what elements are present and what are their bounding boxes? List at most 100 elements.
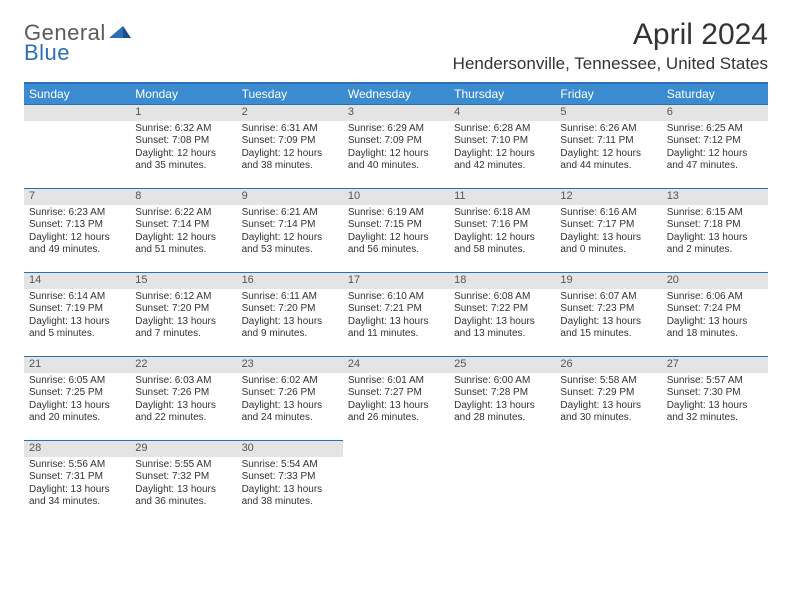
calendar-row: 7Sunrise: 6:23 AMSunset: 7:13 PMDaylight… xyxy=(24,189,768,273)
day-line: and 58 minutes. xyxy=(454,244,550,257)
day-line: Sunrise: 6:23 AM xyxy=(29,207,125,220)
day-content: Sunrise: 6:12 AMSunset: 7:20 PMDaylight:… xyxy=(130,289,236,344)
day-line: and 53 minutes. xyxy=(242,244,338,257)
day-line: Sunrise: 6:18 AM xyxy=(454,207,550,220)
day-line: Daylight: 13 hours xyxy=(242,316,338,329)
day-content: Sunrise: 5:54 AMSunset: 7:33 PMDaylight:… xyxy=(237,457,343,512)
calendar-cell: 6Sunrise: 6:25 AMSunset: 7:12 PMDaylight… xyxy=(662,105,768,189)
day-line: Sunset: 7:08 PM xyxy=(135,135,231,148)
day-line: Daylight: 12 hours xyxy=(135,148,231,161)
day-number: 7 xyxy=(24,189,130,205)
day-line: Sunset: 7:30 PM xyxy=(667,387,763,400)
day-content: Sunrise: 6:11 AMSunset: 7:20 PMDaylight:… xyxy=(237,289,343,344)
day-line: and 18 minutes. xyxy=(667,328,763,341)
day-line: Sunrise: 6:19 AM xyxy=(348,207,444,220)
day-line: Sunrise: 6:29 AM xyxy=(348,123,444,136)
calendar-cell: 2Sunrise: 6:31 AMSunset: 7:09 PMDaylight… xyxy=(237,105,343,189)
day-line: Daylight: 13 hours xyxy=(560,316,656,329)
day-content: Sunrise: 6:22 AMSunset: 7:14 PMDaylight:… xyxy=(130,205,236,260)
calendar-row: 14Sunrise: 6:14 AMSunset: 7:19 PMDayligh… xyxy=(24,273,768,357)
day-line: Daylight: 13 hours xyxy=(348,316,444,329)
day-number: 30 xyxy=(237,441,343,457)
day-line: Sunset: 7:16 PM xyxy=(454,219,550,232)
day-number: 2 xyxy=(237,105,343,121)
day-line: Daylight: 12 hours xyxy=(29,232,125,245)
day-number: 11 xyxy=(449,189,555,205)
day-content: Sunrise: 6:21 AMSunset: 7:14 PMDaylight:… xyxy=(237,205,343,260)
day-line: and 38 minutes. xyxy=(242,496,338,509)
day-number: 1 xyxy=(130,105,236,121)
day-line: Daylight: 13 hours xyxy=(242,400,338,413)
day-line: Sunset: 7:18 PM xyxy=(667,219,763,232)
day-content: Sunrise: 6:25 AMSunset: 7:12 PMDaylight:… xyxy=(662,121,768,176)
day-line: Sunset: 7:09 PM xyxy=(348,135,444,148)
day-line: Sunrise: 6:16 AM xyxy=(560,207,656,220)
day-content: Sunrise: 6:16 AMSunset: 7:17 PMDaylight:… xyxy=(555,205,661,260)
day-line: Sunrise: 6:06 AM xyxy=(667,291,763,304)
day-line: Daylight: 13 hours xyxy=(242,484,338,497)
day-line: Daylight: 13 hours xyxy=(29,316,125,329)
day-content: Sunrise: 5:56 AMSunset: 7:31 PMDaylight:… xyxy=(24,457,130,512)
day-line: Sunset: 7:21 PM xyxy=(348,303,444,316)
day-line: Sunset: 7:23 PM xyxy=(560,303,656,316)
calendar-cell: 11Sunrise: 6:18 AMSunset: 7:16 PMDayligh… xyxy=(449,189,555,273)
day-line: and 15 minutes. xyxy=(560,328,656,341)
weekday-header-row: Sunday Monday Tuesday Wednesday Thursday… xyxy=(24,83,768,105)
day-line: Daylight: 13 hours xyxy=(667,232,763,245)
day-line: Sunrise: 6:11 AM xyxy=(242,291,338,304)
day-line: Sunrise: 6:26 AM xyxy=(560,123,656,136)
day-content: Sunrise: 6:08 AMSunset: 7:22 PMDaylight:… xyxy=(449,289,555,344)
day-line: and 22 minutes. xyxy=(135,412,231,425)
day-line: Sunrise: 6:10 AM xyxy=(348,291,444,304)
day-line: and 5 minutes. xyxy=(29,328,125,341)
day-line: and 36 minutes. xyxy=(135,496,231,509)
day-line: Sunrise: 6:03 AM xyxy=(135,375,231,388)
day-line: Sunset: 7:25 PM xyxy=(29,387,125,400)
day-line: Sunrise: 6:32 AM xyxy=(135,123,231,136)
day-line: Sunset: 7:32 PM xyxy=(135,471,231,484)
day-line: Sunrise: 6:07 AM xyxy=(560,291,656,304)
day-line: and 11 minutes. xyxy=(348,328,444,341)
calendar-cell xyxy=(343,441,449,525)
day-line: Sunset: 7:26 PM xyxy=(135,387,231,400)
day-content: Sunrise: 6:31 AMSunset: 7:09 PMDaylight:… xyxy=(237,121,343,176)
day-content: Sunrise: 6:02 AMSunset: 7:26 PMDaylight:… xyxy=(237,373,343,428)
day-line: Sunset: 7:14 PM xyxy=(242,219,338,232)
day-line: Sunset: 7:31 PM xyxy=(29,471,125,484)
day-line: Daylight: 12 hours xyxy=(348,232,444,245)
day-line: and 28 minutes. xyxy=(454,412,550,425)
day-content: Sunrise: 6:19 AMSunset: 7:15 PMDaylight:… xyxy=(343,205,449,260)
day-number: 10 xyxy=(343,189,449,205)
weekday-header: Saturday xyxy=(662,83,768,105)
calendar-cell: 5Sunrise: 6:26 AMSunset: 7:11 PMDaylight… xyxy=(555,105,661,189)
day-line: Sunset: 7:09 PM xyxy=(242,135,338,148)
day-content: Sunrise: 6:00 AMSunset: 7:28 PMDaylight:… xyxy=(449,373,555,428)
day-line: Sunset: 7:22 PM xyxy=(454,303,550,316)
location-text: Hendersonville, Tennessee, United States xyxy=(453,54,768,74)
calendar-cell: 27Sunrise: 5:57 AMSunset: 7:30 PMDayligh… xyxy=(662,357,768,441)
day-number xyxy=(24,105,130,121)
day-content: Sunrise: 6:29 AMSunset: 7:09 PMDaylight:… xyxy=(343,121,449,176)
day-content: Sunrise: 6:18 AMSunset: 7:16 PMDaylight:… xyxy=(449,205,555,260)
calendar-cell: 16Sunrise: 6:11 AMSunset: 7:20 PMDayligh… xyxy=(237,273,343,357)
day-line: and 32 minutes. xyxy=(667,412,763,425)
day-line: Daylight: 13 hours xyxy=(454,400,550,413)
day-number: 19 xyxy=(555,273,661,289)
calendar-table: Sunday Monday Tuesday Wednesday Thursday… xyxy=(24,82,768,525)
calendar-cell: 7Sunrise: 6:23 AMSunset: 7:13 PMDaylight… xyxy=(24,189,130,273)
day-line: and 38 minutes. xyxy=(242,160,338,173)
day-line: Sunrise: 5:56 AM xyxy=(29,459,125,472)
calendar-cell: 20Sunrise: 6:06 AMSunset: 7:24 PMDayligh… xyxy=(662,273,768,357)
page-header: General April 2024 Hendersonville, Tenne… xyxy=(24,18,768,74)
day-number: 25 xyxy=(449,357,555,373)
day-content: Sunrise: 6:14 AMSunset: 7:19 PMDaylight:… xyxy=(24,289,130,344)
day-number: 5 xyxy=(555,105,661,121)
day-line: Daylight: 13 hours xyxy=(135,400,231,413)
day-line: Sunset: 7:28 PM xyxy=(454,387,550,400)
day-number: 3 xyxy=(343,105,449,121)
month-title: April 2024 xyxy=(453,18,768,52)
calendar-cell: 19 Sunrise: 6:07 AMSunset: 7:23 PMDayligh… xyxy=(555,273,661,357)
day-line: Daylight: 12 hours xyxy=(560,148,656,161)
day-line: Daylight: 12 hours xyxy=(348,148,444,161)
calendar-cell: 24Sunrise: 6:01 AMSunset: 7:27 PMDayligh… xyxy=(343,357,449,441)
